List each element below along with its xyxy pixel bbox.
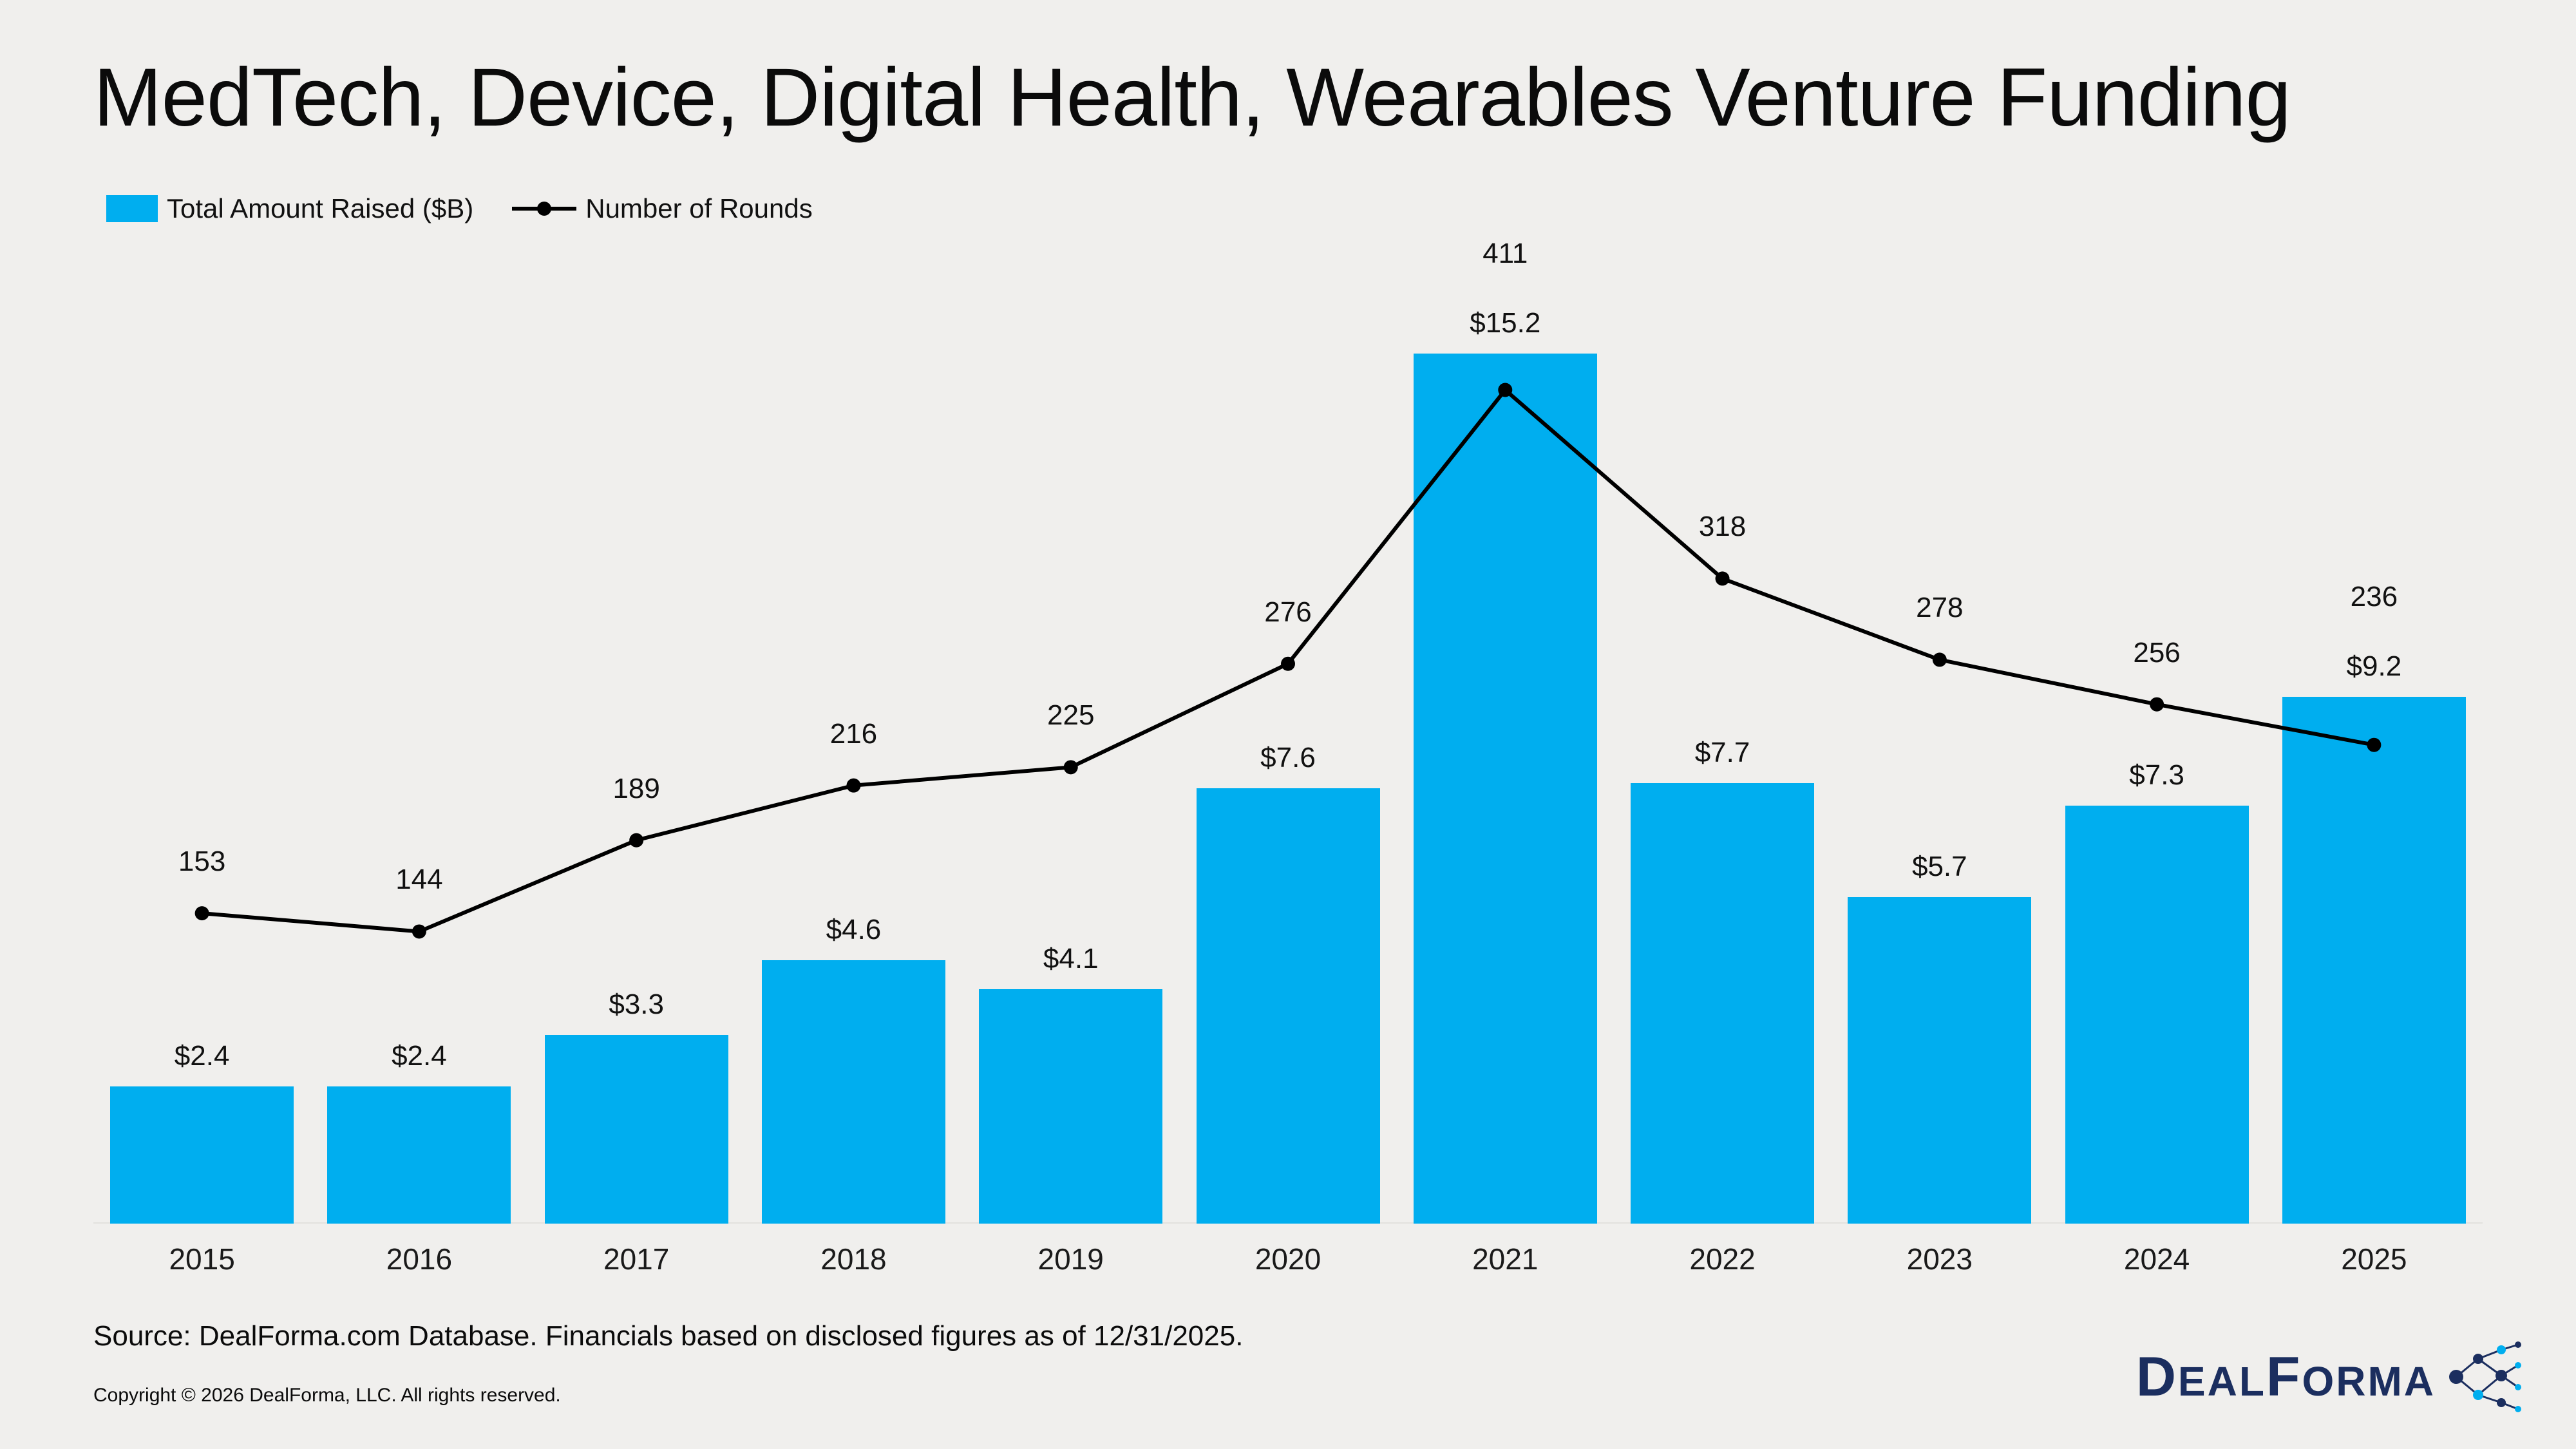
rounds-value-label-2025: 236	[2350, 581, 2398, 613]
x-axis-label-2018: 2018	[820, 1242, 887, 1276]
bar-2024	[2065, 806, 2249, 1224]
bar-value-label-2018: $4.6	[826, 914, 882, 946]
rounds-value-label-2022: 318	[1698, 511, 1747, 543]
legend-item-line: Number of Rounds	[512, 193, 813, 224]
x-axis-label-2016: 2016	[386, 1242, 453, 1276]
line-point-2020	[1281, 656, 1295, 671]
bar-2022	[1631, 782, 1815, 1224]
bar-2019	[979, 989, 1163, 1224]
bar-2015	[110, 1086, 294, 1224]
bar-2020	[1196, 788, 1380, 1224]
rounds-value-label-2024: 256	[2133, 636, 2181, 668]
line-point-2024	[2150, 697, 2164, 712]
legend-item-bars: Total Amount Raised ($B)	[106, 193, 473, 224]
line-point-2018	[846, 778, 861, 793]
x-axis: 2015 2016 2017 2018 2019 2020 2021 2022 2023 2024…	[93, 1242, 2483, 1280]
bar-value-label-2022: $7.7	[1694, 736, 1750, 768]
page-title: MedTech, Device, Digital Health, Wearabl…	[93, 52, 2291, 144]
rounds-value-label-2023: 278	[1916, 592, 1964, 624]
rounds-value-label-2018: 216	[829, 717, 878, 750]
rounds-value-label-2021: 411	[1482, 237, 1528, 269]
rounds-value-label-2020: 276	[1264, 596, 1312, 628]
x-axis-label-2023: 2023	[1906, 1242, 1973, 1276]
x-axis-label-2025: 2025	[2341, 1242, 2407, 1276]
dealforma-network-icon	[2449, 1341, 2521, 1412]
bar-2017	[544, 1034, 728, 1224]
bar-value-label-2024: $7.3	[2129, 759, 2184, 791]
line-point-2022	[1715, 571, 1730, 586]
bar-value-label-2016: $2.4	[392, 1039, 447, 1072]
logo-letters-orma: ORMA	[2302, 1358, 2436, 1405]
line-series-marker-icon	[512, 195, 577, 222]
x-axis-label-2015: 2015	[169, 1242, 235, 1276]
x-axis-label-2019: 2019	[1037, 1242, 1104, 1276]
line-point-2015	[194, 906, 209, 921]
line-point-2019	[1063, 760, 1078, 775]
x-axis-label-2022: 2022	[1689, 1242, 1756, 1276]
legend-line-label: Number of Rounds	[585, 193, 813, 223]
line-point-2016	[412, 924, 426, 939]
bar-value-label-2017: $3.3	[609, 988, 664, 1020]
logo-letters-eal: EAL	[2177, 1358, 2266, 1405]
x-axis-label-2024: 2024	[2123, 1242, 2190, 1276]
bar-2018	[761, 960, 945, 1224]
bar-value-label-2023: $5.7	[1911, 851, 1967, 883]
logo-letter-f: F	[2266, 1346, 2302, 1408]
line-point-2023	[1932, 652, 1947, 667]
bar-2021	[1413, 353, 1597, 1224]
line-marker-dot	[537, 202, 552, 216]
line-point-2017	[629, 833, 644, 848]
bar-2025	[2282, 697, 2466, 1224]
x-axis-label-2020: 2020	[1255, 1242, 1321, 1276]
x-axis-label-2021: 2021	[1472, 1242, 1539, 1276]
plot-area: $2.4 153 $2.4 144 $3.3 189 $4.6 216 $4.1 225 $7.6 2…	[93, 193, 2483, 1224]
bar-value-label-2015: $2.4	[174, 1039, 230, 1072]
rounds-value-label-2016: 144	[395, 864, 443, 896]
bar-value-label-2020: $7.6	[1260, 742, 1316, 774]
rounds-value-label-2017: 189	[612, 772, 660, 804]
bar-2016	[327, 1086, 511, 1224]
dealforma-logo-text: D EAL F ORMA	[2136, 1349, 2436, 1405]
source-note: Source: DealForma.com Database. Financia…	[93, 1320, 1244, 1352]
chart-legend: Total Amount Raised ($B) Number of Round…	[106, 193, 813, 224]
bar-value-label-2021: $15.2	[1470, 307, 1541, 339]
rounds-value-label-2015: 153	[178, 846, 226, 878]
legend-bar-label: Total Amount Raised ($B)	[167, 193, 474, 223]
bar-series-swatch-icon	[106, 195, 158, 222]
logo-letter-d: D	[2136, 1346, 2178, 1408]
x-axis-label-2017: 2017	[603, 1242, 670, 1276]
dealforma-logo: D EAL F ORMA	[2136, 1338, 2524, 1416]
rounds-value-label-2019: 225	[1047, 699, 1095, 732]
bar-value-label-2025: $9.2	[2346, 650, 2402, 683]
copyright-note: Copyright © 2026 DealForma, LLC. All rig…	[93, 1385, 561, 1406]
bar-2023	[1848, 897, 2032, 1224]
bar-value-label-2019: $4.1	[1043, 942, 1099, 974]
